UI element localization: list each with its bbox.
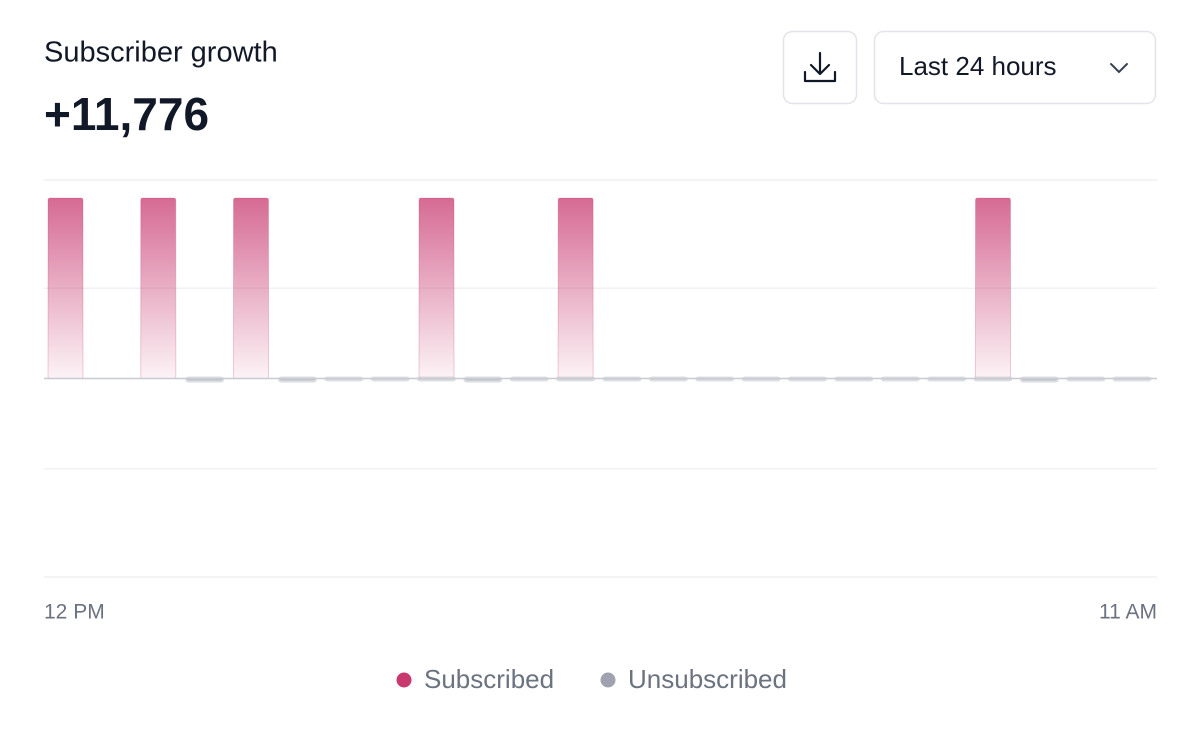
- legend: Subscribed Unsubscribed: [396, 664, 787, 694]
- legend-swatch: [396, 672, 412, 688]
- download-button[interactable]: [782, 30, 858, 105]
- dropdown-label: Last 24 hours: [899, 51, 1057, 81]
- bar: [140, 197, 177, 379]
- dropdown-frame[interactable]: [873, 30, 1157, 105]
- plot: 12 PM 11 AM: [44, 179, 1157, 624]
- legend-label: Unsubscribed: [628, 664, 787, 694]
- legend-swatch: [600, 672, 616, 688]
- widget-title: Subscriber growth: [44, 37, 278, 69]
- download-icon: [803, 51, 837, 83]
- x-tick-label: 11 AM: [1099, 601, 1157, 624]
- chevron: [1110, 63, 1128, 74]
- bar: [418, 197, 455, 379]
- x-tick-label: 12 PM: [44, 601, 105, 624]
- bar: [557, 197, 594, 379]
- range-dropdown[interactable]: Last 24 hours: [873, 30, 1157, 105]
- bar: [975, 197, 1011, 379]
- bar: [233, 197, 269, 379]
- legend-label: Subscribed: [424, 664, 554, 694]
- total: +11,776: [44, 88, 209, 140]
- bar: [47, 197, 84, 379]
